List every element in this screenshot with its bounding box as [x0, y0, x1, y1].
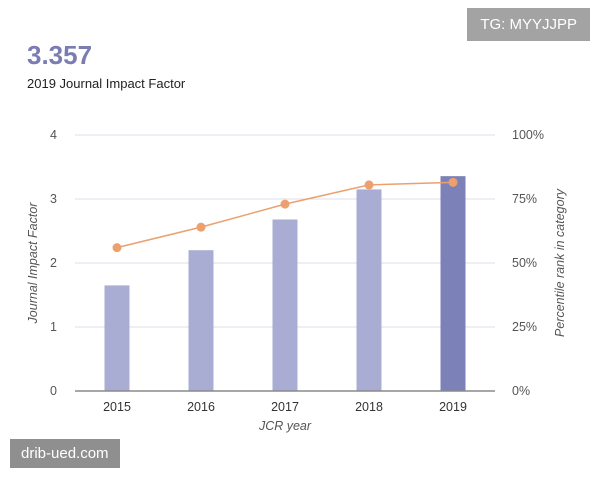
percentile-point-2017[interactable]: [280, 199, 290, 209]
impact-factor-label: 2019 Journal Impact Factor: [27, 76, 186, 91]
x-tick-label: 2019: [439, 400, 467, 414]
percentile-point-2016[interactable]: [196, 222, 206, 232]
x-tick-label: 2018: [355, 400, 383, 414]
percentile-point-2019[interactable]: [448, 177, 458, 187]
percentile-point-2015[interactable]: [112, 243, 122, 253]
y2-axis-ticks: 0% 25% 50% 75% 100%: [512, 128, 544, 398]
y-axis-label: Journal Impact Factor: [26, 202, 40, 325]
y-tick-label: 2: [50, 256, 57, 270]
x-axis-ticks: 2015 2016 2017 2018 2019: [103, 400, 467, 414]
bar-2017[interactable]: [272, 219, 298, 391]
bar-2015[interactable]: [104, 285, 130, 391]
x-axis-label: JCR year: [258, 419, 312, 433]
percentile-line-series: [112, 177, 458, 253]
bar-2019[interactable]: [440, 176, 466, 391]
x-tick-label: 2015: [103, 400, 131, 414]
y2-tick-label: 25%: [512, 320, 537, 334]
bar-2016[interactable]: [188, 250, 214, 391]
watermark-label: drib-ued.com: [10, 439, 120, 468]
y2-tick-label: 75%: [512, 192, 537, 206]
y-tick-label: 4: [50, 128, 57, 142]
x-tick-label: 2016: [187, 400, 215, 414]
bar-2018[interactable]: [356, 189, 382, 391]
y2-tick-label: 50%: [512, 256, 537, 270]
x-tick-label: 2017: [271, 400, 299, 414]
tag-badge: TG: MYYJJPP: [467, 8, 590, 41]
impact-factor-value: 3.357: [27, 40, 93, 70]
y-tick-label: 0: [50, 384, 57, 398]
y2-axis-label: Percentile rank in category: [553, 188, 567, 337]
y-tick-label: 3: [50, 192, 57, 206]
y2-tick-label: 0%: [512, 384, 530, 398]
y-axis-ticks: 0 1 2 3 4: [50, 128, 57, 398]
y2-tick-label: 100%: [512, 128, 544, 142]
y-tick-label: 1: [50, 320, 57, 334]
bars: [104, 176, 466, 391]
percentile-point-2018[interactable]: [364, 180, 374, 190]
